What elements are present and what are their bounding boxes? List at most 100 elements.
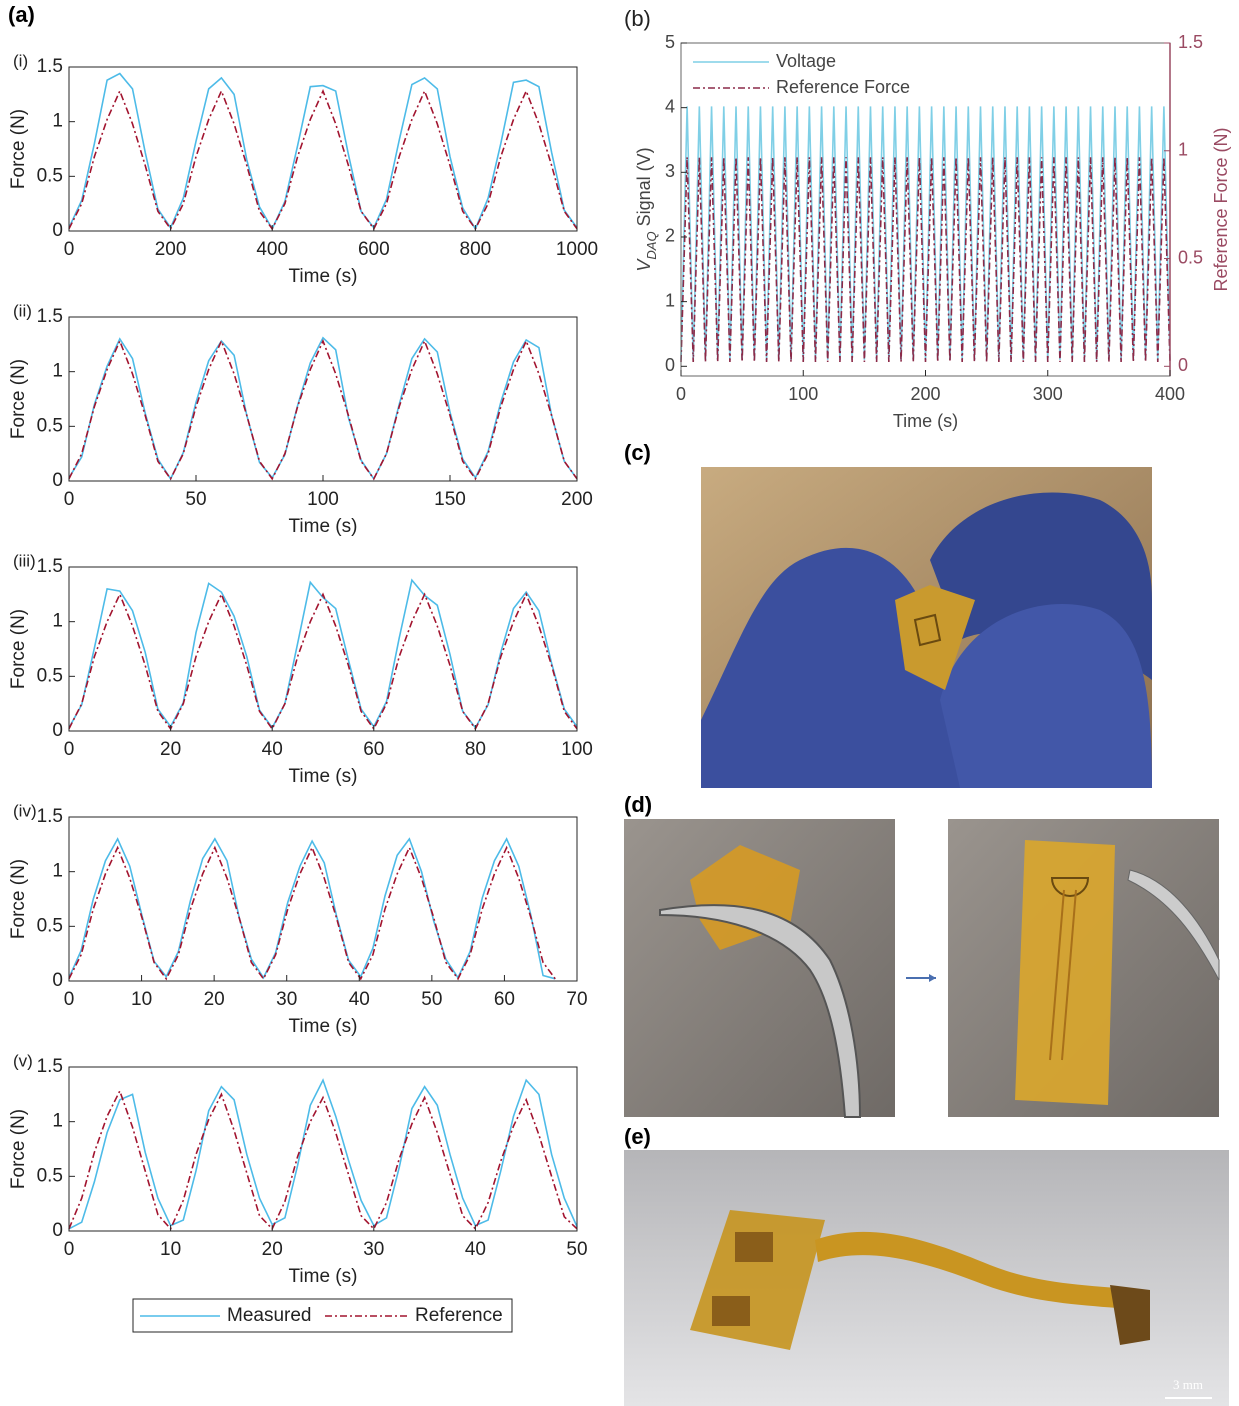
y2-tick-label: 0: [1178, 355, 1188, 375]
photo-c: [701, 467, 1152, 788]
plot-frame: [681, 43, 1170, 376]
series-line: [681, 106, 1170, 359]
legend-label: Reference Force: [776, 77, 910, 97]
x-axis-label: Time (s): [893, 411, 958, 431]
photo-e: 3 mm: [624, 1150, 1229, 1406]
y-tick-label: 4: [665, 96, 675, 116]
x-tick-label: 40: [465, 1239, 486, 1260]
x-tick-label: 20: [204, 989, 225, 1010]
x-tick-label: 150: [434, 489, 466, 510]
series-line: [69, 74, 577, 229]
x-tick-label: 20: [262, 1239, 283, 1260]
y-tick-label: 0.5: [37, 665, 63, 686]
x-tick-label: 200: [155, 239, 187, 260]
y2-tick-label: 0.5: [1178, 247, 1203, 267]
x-tick-label: 0: [64, 739, 75, 760]
x-tick-label: 50: [185, 489, 206, 510]
y-axis-label: Force (N): [8, 1109, 29, 1189]
series-line: [69, 1080, 577, 1229]
y-tick-label: 1.5: [37, 556, 63, 577]
y2-tick-label: 1.5: [1178, 32, 1203, 52]
y-tick-label: 0.5: [37, 165, 63, 186]
y-axis-label: Force (N): [8, 359, 29, 439]
x-tick-label: 30: [363, 1239, 384, 1260]
y-axis-label-rest: Signal (V): [634, 147, 654, 231]
y-tick-label: 0: [665, 355, 675, 375]
y-tick-label: 1: [52, 611, 63, 632]
x-tick-label: 0: [64, 1239, 75, 1260]
x-axis-label: Time (s): [289, 1266, 358, 1287]
y-tick-label: 1: [52, 361, 63, 382]
x-tick-label: 20: [160, 739, 181, 760]
x-tick-label: 400: [1155, 384, 1185, 404]
y-tick-label: 0: [52, 470, 63, 491]
y-axis-label: Force (N): [8, 609, 29, 689]
x-tick-label: 40: [262, 739, 283, 760]
x-tick-label: 0: [64, 989, 75, 1010]
legend-label: Voltage: [776, 51, 836, 71]
x-tick-label: 800: [460, 239, 492, 260]
x-tick-label: 100: [788, 384, 818, 404]
y-tick-label: 0.5: [37, 415, 63, 436]
series-line: [69, 580, 577, 728]
y-tick-label: 1: [665, 290, 675, 310]
y-axis-label: Force (N): [8, 859, 29, 939]
y-tick-label: 1.5: [37, 806, 63, 827]
y-tick-label: 1.5: [37, 56, 63, 77]
x-tick-label: 60: [363, 739, 384, 760]
x-tick-label: 200: [910, 384, 940, 404]
x-tick-label: 1000: [556, 239, 598, 260]
series-line: [69, 1091, 577, 1229]
plot-frame: [69, 567, 577, 731]
y-axis-label: VDAQ Signal (V): [634, 147, 659, 271]
panel-label: (a): [8, 2, 35, 27]
y-tick-label: 1: [52, 111, 63, 132]
x-tick-label: 600: [358, 239, 390, 260]
y2-axis-label: Reference Force (N): [1211, 127, 1231, 291]
y-tick-label: 0: [52, 1220, 63, 1241]
x-tick-label: 0: [64, 489, 75, 510]
legend-label: Reference: [415, 1305, 503, 1326]
panel-label: (c): [624, 440, 651, 465]
x-tick-label: 200: [561, 489, 593, 510]
panel-label: (b): [624, 6, 651, 31]
y-tick-label: 1: [52, 1111, 63, 1132]
figure: (a) (c) (d) (e) 3 mm 0200400600800100000…: [0, 0, 1239, 1406]
x-axis-label: Time (s): [289, 1016, 358, 1037]
page: {"panels": {"a": "(a)", "c": "(c)", "d":…: [0, 0, 1239, 1406]
y-tick-label: 0.5: [37, 915, 63, 936]
x-tick-label: 0: [676, 384, 686, 404]
y-tick-label: 1.5: [37, 306, 63, 327]
series-line: [69, 594, 577, 728]
panel-label: (iv): [13, 801, 37, 820]
y-axis-label: Force (N): [8, 109, 29, 189]
x-tick-label: 10: [160, 1239, 181, 1260]
y-tick-label: 0: [52, 220, 63, 241]
scale-bar-label: 3 mm: [1173, 1377, 1203, 1392]
panel-label: (d): [624, 792, 652, 817]
x-tick-label: 60: [494, 989, 515, 1010]
y-tick-label: 5: [665, 32, 675, 52]
legend-label: Measured: [227, 1305, 312, 1326]
panel-label: (i): [13, 51, 28, 70]
photo-d: [624, 819, 1219, 1117]
x-axis-label: Time (s): [289, 266, 358, 287]
x-tick-label: 50: [566, 1239, 587, 1260]
panel-label: (ii): [13, 301, 32, 320]
x-tick-label: 50: [421, 989, 442, 1010]
panel-label: (e): [624, 1124, 651, 1149]
x-axis-label: Time (s): [289, 766, 358, 787]
y-tick-label: 1: [52, 861, 63, 882]
y-tick-label: 0.5: [37, 1165, 63, 1186]
plot-frame: [69, 817, 577, 981]
arrow-head: [929, 974, 936, 982]
x-axis-label: Time (s): [289, 516, 358, 537]
x-tick-label: 400: [256, 239, 288, 260]
sensor-film: [1015, 840, 1115, 1105]
y2-tick-label: 1: [1178, 140, 1188, 160]
y-tick-label: 2: [665, 226, 675, 246]
y-tick-label: 0: [52, 720, 63, 741]
y-tick-label: 3: [665, 161, 675, 181]
x-tick-label: 0: [64, 239, 75, 260]
x-tick-label: 40: [349, 989, 370, 1010]
